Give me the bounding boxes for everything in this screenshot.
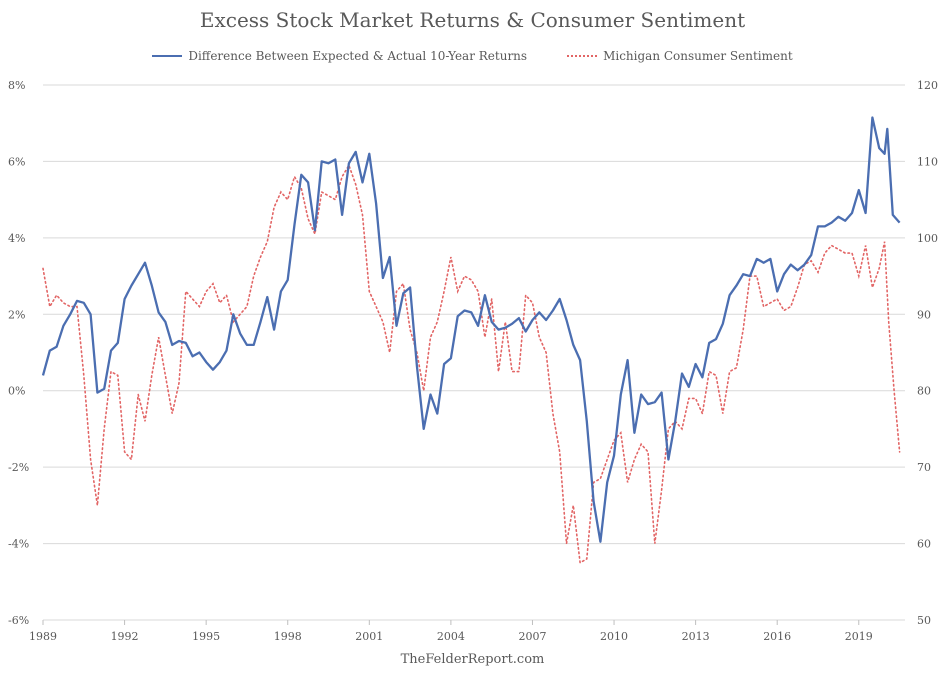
- y-left-tick-label: 4%: [8, 232, 25, 245]
- x-tick-label: 1998: [274, 630, 302, 643]
- y-right-tick-label: 100: [917, 232, 938, 245]
- legend-item-expected-vs-actual: Difference Between Expected & Actual 10-…: [152, 49, 527, 63]
- x-tick-label: 2016: [763, 630, 791, 643]
- x-tick-label: 2004: [437, 630, 465, 643]
- y-right-tick-label: 60: [917, 538, 931, 551]
- y-left-tick-label: 8%: [8, 79, 25, 92]
- x-tick-label: 2013: [682, 630, 710, 643]
- legend-label-expected-vs-actual: Difference Between Expected & Actual 10-…: [188, 49, 528, 63]
- x-tick-label: 2010: [600, 630, 628, 643]
- x-tick-label: 1995: [192, 630, 220, 643]
- series-line-consumer-sentiment: [42, 163, 901, 564]
- legend-swatch-solid-line: [152, 55, 183, 57]
- y-left-tick-label: 0%: [8, 385, 25, 398]
- y-right-tick-label: 80: [917, 385, 931, 398]
- y-left-tick-label: 2%: [8, 308, 25, 321]
- y-left-tick-label: -4%: [8, 538, 29, 551]
- y-right-tick-label: 70: [917, 461, 931, 474]
- x-tick-label: 1992: [111, 630, 139, 643]
- y-left-tick-label: -2%: [8, 461, 29, 474]
- source-credit: TheFelderReport.com: [400, 652, 545, 667]
- series-line-expected-vs-actual: [41, 116, 901, 543]
- chart-title: Excess Stock Market Returns & Consumer S…: [199, 8, 746, 32]
- x-tick-label: 2007: [518, 630, 546, 643]
- x-tick-label: 2019: [845, 630, 873, 643]
- legend-swatch-dotted-line: [567, 55, 598, 57]
- y-left-tick-label: 6%: [8, 155, 25, 168]
- legend: Difference Between Expected & Actual 10-…: [0, 49, 945, 63]
- y-right-tick-label: 90: [917, 308, 931, 321]
- x-tick-label: 2001: [355, 630, 383, 643]
- y-right-tick-label: 50: [917, 614, 931, 627]
- x-tick-label: 1989: [29, 630, 57, 643]
- y-right-tick-label: 110: [917, 155, 938, 168]
- legend-label-consumer-sentiment: Michigan Consumer Sentiment: [603, 49, 793, 63]
- y-left-tick-label: -6%: [8, 614, 29, 627]
- legend-item-consumer-sentiment: Michigan Consumer Sentiment: [567, 49, 793, 63]
- y-right-tick-label: 120: [917, 79, 938, 92]
